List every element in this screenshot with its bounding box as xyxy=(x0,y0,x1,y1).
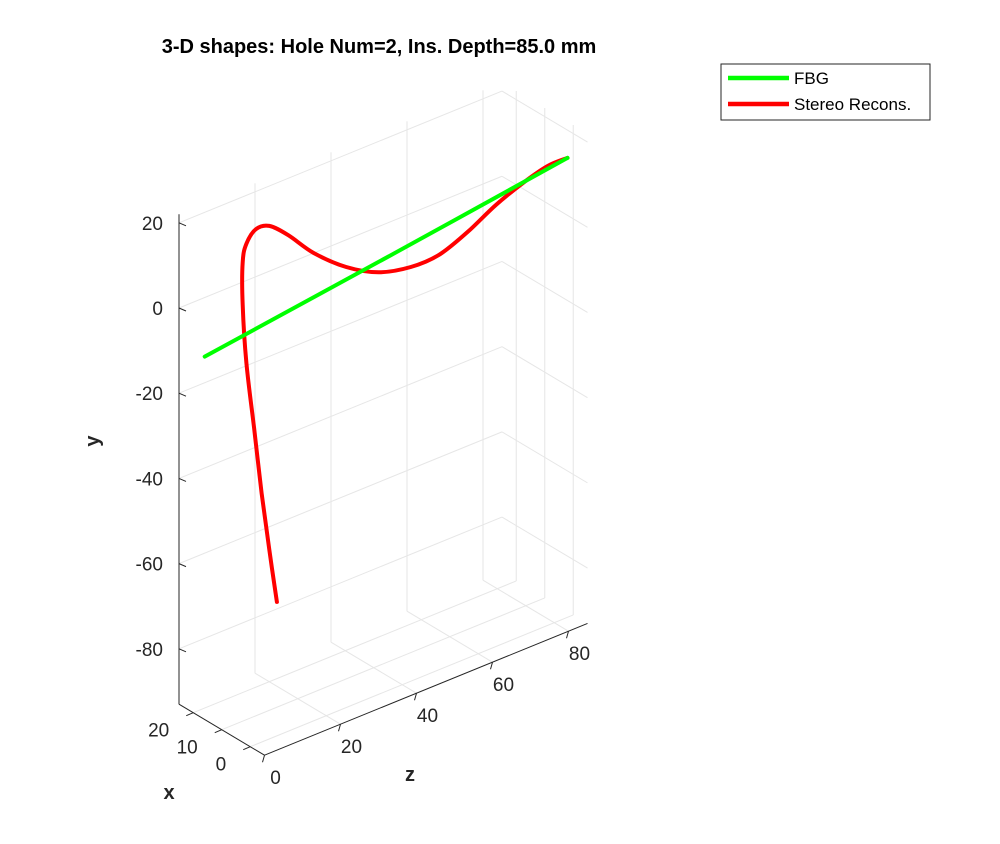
z-axis-title: z xyxy=(405,764,415,786)
y-tick xyxy=(178,563,187,568)
y-tick-label: -60 xyxy=(136,555,163,576)
grid-line-y-side xyxy=(501,431,588,484)
x-tick xyxy=(186,712,194,717)
y-tick-label: 0 xyxy=(152,299,163,320)
grid-line-y-back xyxy=(178,346,503,479)
grid-line-y-side xyxy=(501,261,588,313)
x-tick xyxy=(243,746,251,751)
chart-title: 3-D shapes: Hole Num=2, Ins. Depth=85.0 … xyxy=(162,36,597,58)
y-tick-label: -20 xyxy=(136,384,163,405)
z-tick xyxy=(414,693,417,701)
grid-line-y-back xyxy=(178,175,503,309)
series-line-stereo-recons xyxy=(240,155,570,604)
x-tick xyxy=(214,729,222,734)
y-tick-label: -80 xyxy=(136,640,163,661)
grid-line-x-floor xyxy=(250,614,574,748)
z-tick-label: 40 xyxy=(417,706,438,727)
x-tick-label: 10 xyxy=(177,738,198,759)
grid-line-z-floor xyxy=(330,641,417,694)
z-tick-label: 0 xyxy=(270,768,281,789)
legend: FBG Stereo Recons. xyxy=(720,63,931,121)
y-tick xyxy=(178,477,187,482)
grid-line-z-floor xyxy=(482,579,569,632)
legend-label-fbg: FBG xyxy=(794,69,829,88)
z-tick xyxy=(566,631,569,639)
grid-line-x-floor xyxy=(193,580,517,714)
grid-line-y-side xyxy=(501,346,588,399)
series-line-fbg xyxy=(202,155,570,359)
grid-line-y-back xyxy=(178,431,503,565)
grid-line-y-side xyxy=(501,90,588,143)
z-tick xyxy=(490,662,493,670)
grid-line-y-back xyxy=(178,516,503,650)
x-axis-title: x xyxy=(163,782,174,804)
y-tick-label: -40 xyxy=(136,469,163,490)
z-tick xyxy=(338,724,341,732)
x-tick-label: 20 xyxy=(148,721,169,742)
y-axis-title: y xyxy=(82,435,104,447)
grid-line-y-side xyxy=(501,516,588,569)
grid-line-x-floor xyxy=(221,597,545,731)
series xyxy=(202,155,570,604)
z-tick xyxy=(262,755,265,763)
grid-line-z-floor xyxy=(254,672,341,725)
y-tick xyxy=(178,307,187,312)
z-tick-label: 80 xyxy=(569,644,590,665)
y-tick xyxy=(178,392,187,397)
legend-box xyxy=(720,63,931,121)
y-tick-label: 20 xyxy=(142,214,163,235)
z-axis-line xyxy=(264,622,588,756)
grid xyxy=(178,90,588,756)
grid-line-y-back xyxy=(178,90,503,224)
legend-label-stereo: Stereo Recons. xyxy=(794,95,911,114)
axes: 20 0 -20 -40 -60 -80 0 10 20 0 20 40 60 80 xyxy=(136,214,591,789)
z-tick-label: 20 xyxy=(341,737,362,758)
grid-line-y-back xyxy=(178,261,503,394)
x-tick-label: 0 xyxy=(216,755,227,776)
y-tick xyxy=(178,648,187,653)
grid-line-z-floor xyxy=(406,610,493,663)
y-tick xyxy=(178,222,187,227)
z-tick-label: 60 xyxy=(493,675,514,696)
